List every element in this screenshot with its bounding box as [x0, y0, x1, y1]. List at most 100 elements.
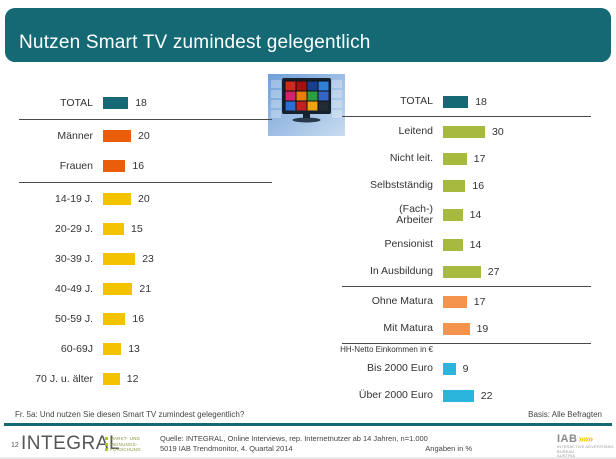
basis-text: Basis: Alle Befragten	[528, 410, 602, 419]
integral-tagline: MARKT- UND MEINUNGS- FORSCHUNG	[105, 436, 141, 453]
bar	[443, 179, 466, 192]
bar	[103, 373, 120, 385]
bar-value: 12	[126, 373, 139, 385]
bar	[103, 283, 133, 295]
chevrons-icon: »»»	[578, 433, 593, 445]
bar-label: 70 J. u. älter	[35, 372, 93, 385]
iab-tagline-line: INTERACTIVE ADVERTISING BUREAU	[557, 444, 614, 454]
chart-row: (Fach-) Arbeiter 14	[330, 199, 605, 231]
iab-logo: IAB »»» INTERACTIVE ADVERTISING BUREAU A…	[557, 433, 616, 458]
source-line-2: 5019 IAB Trendmonitor, 4. Quartal 2014	[160, 444, 293, 453]
bar-label: Ohne Matura	[371, 295, 433, 307]
bar	[443, 152, 467, 165]
bar-label: 60-69J	[60, 342, 93, 355]
bar-label: 20-29 J.	[55, 222, 93, 235]
bar-value: 16	[132, 160, 145, 172]
bar	[103, 97, 129, 109]
bar	[443, 295, 467, 308]
source-block: Quelle: INTEGRAL, Online Interviews, rep…	[160, 434, 472, 454]
bar-value: 14	[469, 209, 482, 221]
bar	[443, 389, 474, 402]
bar	[103, 130, 131, 142]
bar	[443, 265, 481, 278]
source-line-1: Quelle: INTEGRAL, Online Interviews, rep…	[160, 434, 428, 443]
chart-row: In Ausbildung 27	[330, 258, 605, 285]
chart-row: Pensionist 14	[330, 231, 605, 258]
bar-value: 18	[135, 97, 147, 109]
chart-row: Ohne Matura 17	[330, 288, 605, 315]
bar-label: 14-19 J.	[55, 192, 93, 205]
bar-value: 13	[128, 343, 140, 355]
integral-tagline-line: MARKT- UND	[105, 436, 141, 442]
bar-value: 16	[132, 313, 145, 325]
bar-value: 16	[472, 179, 485, 192]
bar-value: 23	[142, 253, 154, 265]
bar-label: Selbstständig	[369, 179, 433, 191]
chart-row: 40-49 J. 21	[15, 274, 290, 304]
bar	[103, 343, 122, 355]
chart-row: 14-19 J. 20	[15, 184, 290, 214]
chart-row: 70 J. u. älter 12	[15, 364, 290, 394]
footer-divider	[4, 423, 612, 426]
bar-label: Pensionist	[384, 238, 433, 250]
integral-tagline-line: MEINUNGS-	[105, 442, 141, 448]
bar	[103, 160, 126, 172]
bar-label: 50-59 J.	[55, 312, 93, 325]
chart-row: 30-39 J. 23	[15, 244, 290, 274]
bar-value: 15	[131, 223, 143, 235]
slide-title: Nutzen Smart TV zumindest gelegentlich	[5, 8, 611, 62]
chart-occupation-education-income: TOTAL 18 Leitend 30 Nicht leit. 17 Selbstständ…	[330, 88, 605, 409]
chart-row: Über 2000 Euro 22	[330, 382, 605, 409]
page-number: 12	[11, 442, 19, 449]
section-divider	[342, 116, 591, 117]
chart-demographics: TOTAL 18 Männer 20 Frauen 16 14-19 J. 20 20-29 J…	[15, 88, 290, 394]
bar-label: TOTAL	[60, 96, 93, 109]
iab-logo-text: IAB	[557, 433, 578, 445]
bar	[443, 362, 456, 375]
bar	[443, 209, 463, 221]
smart-tv-image	[268, 74, 345, 136]
bar	[103, 193, 131, 205]
bar	[103, 313, 126, 325]
bar	[103, 253, 136, 265]
bar-label: Bis 2000 Euro	[367, 362, 433, 374]
bar-label: Mit Matura	[383, 322, 433, 334]
unit-note: Angaben in %	[425, 444, 472, 453]
bar-label: Männer	[57, 129, 93, 142]
footnote-row: Fr. 5a: Und nutzen Sie diesen Smart TV z…	[15, 410, 602, 419]
group-annotation: HH-Netto Einkommen in €	[340, 345, 433, 354]
bar-value: 17	[473, 152, 486, 165]
integral-tagline-line: FORSCHUNG	[105, 447, 141, 453]
bar-label: Frauen	[59, 159, 93, 172]
chart-row: Männer 20	[15, 121, 290, 151]
chart-row: Leitend 30	[330, 118, 605, 145]
integral-tagline-text: FORSCHUNG	[110, 447, 141, 452]
bullet-icon	[105, 437, 108, 441]
section-divider	[19, 182, 272, 183]
bar-label: In Ausbildung	[369, 265, 433, 277]
bar-label: Über 2000 Euro	[358, 389, 433, 401]
chart-row: Frauen 16	[15, 151, 290, 181]
section-divider	[19, 119, 272, 120]
bar-value: 20	[138, 193, 150, 205]
chart-row: Nicht leit. 17	[330, 145, 605, 172]
bar-label: 30-39 J.	[55, 252, 93, 265]
bar-value: 14	[469, 238, 482, 251]
bullet-icon	[105, 448, 108, 452]
bar-label: (Fach-) Arbeiter	[396, 203, 433, 226]
chart-row: 20-29 J. 15	[15, 214, 290, 244]
bar-value: 18	[475, 95, 487, 108]
chart-row: Selbstständig 16	[330, 172, 605, 199]
bar	[443, 322, 470, 335]
chart-row: 60-69J 13	[15, 334, 290, 364]
bar	[443, 95, 469, 108]
bar-label: 40-49 J.	[55, 282, 93, 295]
bar-value: 21	[139, 283, 152, 295]
bar	[443, 238, 463, 251]
chart-row: TOTAL 18	[15, 88, 290, 118]
chart-row: Mit Matura 19	[330, 315, 605, 342]
bar-value: 22	[480, 389, 493, 402]
bar-value: 27	[487, 265, 500, 278]
iab-tagline-line: AUSTRIA	[557, 453, 576, 458]
